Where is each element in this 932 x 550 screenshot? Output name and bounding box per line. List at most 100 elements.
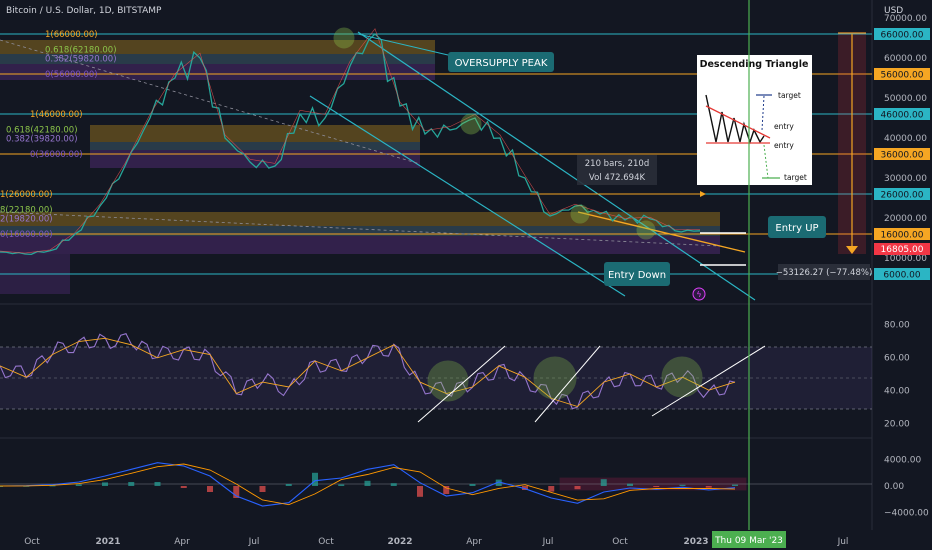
macd-hist-bar — [49, 485, 56, 487]
inset-label-entry-up: entry — [774, 122, 794, 131]
level-label: 56000.00 — [881, 71, 924, 81]
level-badge — [874, 28, 930, 40]
macd-hist-bar — [627, 483, 633, 486]
entry-up-callout: Entry UP — [768, 216, 826, 238]
rsi-tick-label: 60.00 — [884, 353, 910, 363]
price-tick-label: 60000.00 — [884, 54, 927, 64]
macd-hist-bar — [364, 480, 371, 486]
macd-hist-bar — [679, 484, 686, 486]
inset-label-target-up: target — [778, 91, 801, 100]
macd-hist-bar — [338, 484, 345, 486]
macd-hist-bar — [233, 486, 240, 498]
oversupply-label: OVERSUPPLY PEAK — [455, 58, 548, 69]
symbol-title: Bitcoin / U.S. Dollar, 1D, BITSTAMP — [6, 6, 162, 16]
x-tick-label: Oct — [318, 537, 334, 547]
level-label: 46000.00 — [881, 111, 924, 121]
macd-hist-bar — [574, 486, 581, 490]
rsi-ma-series — [0, 337, 736, 408]
level-badge — [874, 68, 930, 80]
entry-down-label: Entry Down — [608, 270, 666, 281]
x-tick-label: 2022 — [387, 537, 412, 547]
macd-signal-series — [0, 463, 736, 506]
macd-hist-bar — [522, 486, 528, 490]
fib-label: 1(66000.00) — [45, 30, 98, 40]
x-tick-label: 2021 — [95, 537, 120, 547]
macd-hist-bar — [548, 486, 555, 492]
x-tick-label: Oct — [612, 537, 628, 547]
current-price-label: 16805.00 — [881, 245, 924, 255]
macd-hist-bar — [102, 482, 108, 486]
bars-info-box: 210 bars, 210d Vol 472.694K — [577, 155, 657, 185]
fib-label: 2(19820.00) — [0, 215, 53, 225]
level-badge — [874, 268, 930, 280]
macd-hist-bar — [732, 484, 738, 486]
vol-info: Vol 472.694K — [589, 173, 646, 183]
macd-hist-bar — [312, 472, 318, 486]
x-tick-label: Oct — [24, 537, 40, 547]
price-tick-label: 10000.00 — [884, 254, 927, 264]
level-badge — [874, 108, 930, 120]
price-tick-label: 50000.00 — [884, 94, 927, 104]
fib-label: 1(46000.00) — [30, 110, 83, 120]
rsi-tick-label: 20.00 — [884, 420, 910, 430]
macd-hist-bar — [600, 479, 607, 486]
entry-up-label: Entry UP — [775, 223, 818, 234]
fib-label: 0.618(42180.00) — [6, 125, 78, 135]
macd-hist-bar — [653, 486, 660, 487]
macd-series — [0, 462, 736, 507]
level-badge — [874, 148, 930, 160]
level-badge — [874, 228, 930, 240]
macd-hist-bar — [495, 479, 502, 486]
price-tick-label: 30000.00 — [884, 174, 927, 184]
x-tick-label: Jul — [542, 537, 554, 547]
inset-label-target-down: target — [784, 173, 807, 182]
entry-down-callout: Entry Down — [604, 262, 670, 286]
macd-hist-bar — [128, 482, 135, 486]
price-tick-label: 20000.00 — [884, 214, 927, 224]
price-series — [0, 33, 701, 256]
macd-hist-bar — [154, 482, 161, 486]
fib-label: 0.618(62180.00) — [45, 45, 117, 55]
x-tick-label: Apr — [466, 537, 482, 547]
bars-info: 210 bars, 210d — [585, 159, 649, 169]
fib-label: 0(16000.00) — [0, 230, 53, 240]
fib-label: 8(22180.00) — [0, 205, 53, 215]
fib-label: 0(36000.00) — [30, 150, 83, 160]
price-series-shadow — [0, 28, 701, 254]
fib-label: 1(26000.00) — [0, 190, 53, 200]
x-tick-label: Jul — [248, 537, 260, 547]
macd-hist-bar — [180, 486, 187, 488]
rsi-tick-label: 40.00 — [884, 387, 910, 397]
level-label: 36000.00 — [881, 151, 924, 161]
measure-box: −53126.27 (−77.48%) — [776, 264, 872, 280]
lightning-glyph: ϟ — [696, 290, 701, 299]
macd-hist-bar — [469, 484, 476, 486]
macd-hist-bar — [207, 486, 213, 492]
level-badge — [874, 188, 930, 200]
peak-circles — [333, 27, 656, 240]
descending-triangle-inset: Descending Triangle target entry entry t… — [697, 55, 812, 185]
fib-label: 0(56000.00) — [45, 70, 98, 80]
cursor-date-label: Thu 09 Mar '23 — [714, 536, 783, 546]
rsi-trendlines — [417, 345, 766, 423]
fib-label: 0.382(59820.00) — [45, 55, 117, 65]
macd-tick-label: 0.00 — [884, 482, 904, 492]
macd-tick-label: 4000.00 — [884, 455, 921, 465]
lightning-icon[interactable] — [692, 287, 706, 301]
current-price-badge — [874, 243, 930, 255]
x-tick-label: Jul — [837, 537, 849, 547]
macd-hist-bar — [417, 486, 423, 497]
macd-hist-bar — [75, 484, 82, 486]
level-label: 16000.00 — [881, 231, 924, 241]
rsi-tick-label: 80.00 — [884, 320, 910, 330]
macd-hist-bar — [390, 483, 397, 486]
level-label: 26000.00 — [881, 191, 924, 201]
inset-title: Descending Triangle — [700, 59, 809, 70]
level-label: 6000.00 — [883, 271, 920, 281]
measure-tool — [838, 32, 866, 254]
price-tick-label: 70000.00 — [884, 14, 927, 24]
cursor-date-badge — [712, 531, 786, 548]
price-tick-label: 40000.00 — [884, 134, 927, 144]
macd-hist-bar — [443, 486, 450, 494]
